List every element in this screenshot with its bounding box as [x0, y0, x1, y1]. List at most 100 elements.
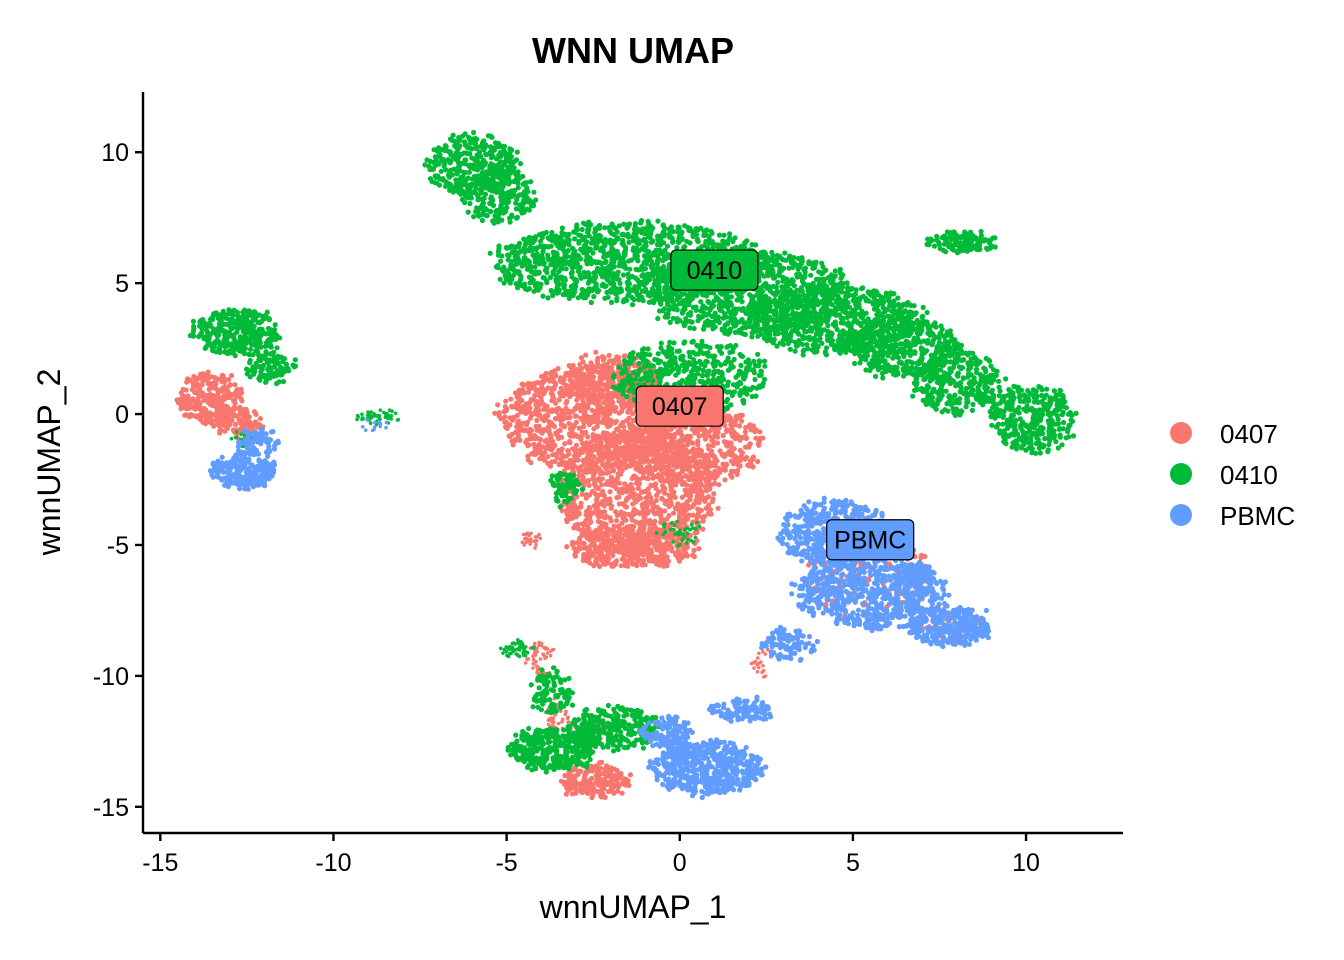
point-0410 [620, 272, 627, 278]
point-0407 [706, 510, 712, 516]
point-0407 [607, 774, 613, 780]
point-0407 [607, 489, 613, 495]
point-0407 [534, 417, 540, 423]
point-0407 [668, 426, 674, 432]
point-0407 [731, 446, 737, 452]
point-0407 [653, 450, 660, 456]
point-0407 [710, 442, 716, 449]
point-0407 [532, 392, 538, 398]
point-0407 [743, 454, 750, 461]
point-0407 [695, 438, 701, 444]
point-0410 [467, 164, 473, 171]
point-0407 [192, 375, 198, 381]
point-0410 [500, 177, 506, 184]
point-0407 [662, 517, 668, 524]
point-0407 [648, 433, 654, 439]
point-0407 [628, 559, 635, 565]
point-0407 [571, 381, 577, 387]
point-0407 [664, 446, 670, 452]
point-0410 [455, 159, 461, 166]
point-0407 [756, 656, 760, 660]
point-0407 [573, 368, 579, 374]
point-0410 [443, 179, 450, 185]
point-0407 [576, 544, 582, 551]
point-0410 [424, 157, 430, 163]
point-0407 [584, 469, 590, 475]
point-0407 [597, 563, 603, 570]
point-0407 [761, 664, 765, 668]
point-0410 [462, 157, 468, 163]
point-0407 [495, 402, 501, 408]
point-0407 [750, 455, 756, 461]
point-0410 [494, 214, 500, 220]
point-0410 [458, 174, 464, 181]
point-0407 [738, 453, 744, 459]
point-0407 [664, 459, 671, 465]
point-0410 [489, 198, 496, 204]
point-0407 [203, 393, 209, 399]
point-0407 [507, 422, 513, 428]
point-0407 [658, 427, 664, 433]
point-0407 [531, 380, 538, 386]
point-0407 [528, 540, 533, 544]
point-0410 [462, 200, 468, 206]
point-0407 [563, 712, 567, 717]
point-0407 [715, 434, 721, 440]
point-0407 [571, 453, 578, 459]
point-0410 [591, 294, 597, 300]
point-0407 [636, 476, 642, 483]
point-0410 [487, 180, 494, 186]
point-0407 [538, 388, 544, 394]
point-0410 [614, 298, 620, 304]
point-0407 [222, 396, 228, 402]
point-0407 [595, 419, 602, 425]
point-0407 [678, 437, 684, 443]
point-0407 [688, 449, 694, 455]
point-0407 [597, 549, 603, 555]
point-0407 [605, 788, 612, 795]
point-0407 [691, 501, 697, 507]
point-0407 [653, 497, 660, 504]
point-0407 [564, 544, 570, 550]
point-0407 [626, 400, 632, 406]
point-0407 [546, 651, 550, 655]
point-0410 [732, 235, 738, 241]
point-0407 [591, 447, 597, 453]
point-0407 [526, 657, 531, 661]
point-0407 [614, 518, 620, 524]
point-0407 [624, 483, 631, 489]
point-0407 [615, 394, 621, 400]
point-0407 [531, 396, 537, 403]
point-0410 [489, 149, 495, 155]
point-0407 [192, 389, 198, 396]
point-0407 [535, 436, 542, 442]
point-0407 [510, 404, 517, 410]
point-0407 [584, 456, 590, 462]
point-0407 [622, 455, 628, 461]
point-0407 [518, 407, 524, 413]
point-0410 [467, 200, 473, 207]
point-0410 [530, 203, 537, 209]
point-0407 [573, 790, 579, 796]
point-0407 [195, 395, 201, 401]
point-0410 [442, 160, 448, 166]
point-0407 [610, 532, 617, 538]
point-0407 [548, 653, 553, 658]
point-0407 [661, 478, 667, 484]
point-0407 [600, 370, 606, 376]
point-0410 [499, 182, 505, 188]
point-0407 [569, 466, 576, 472]
point-0407 [184, 399, 190, 405]
point-0407 [574, 403, 580, 409]
point-0407 [619, 468, 625, 474]
point-0407 [548, 717, 553, 722]
point-0407 [588, 452, 594, 458]
point-0407 [207, 415, 213, 421]
point-0407 [231, 398, 237, 404]
point-0407 [751, 661, 756, 665]
point-0407 [507, 434, 513, 440]
point-0407 [586, 418, 592, 424]
point-0410 [531, 189, 537, 195]
point-0410 [450, 132, 456, 138]
point-0407 [508, 396, 514, 402]
